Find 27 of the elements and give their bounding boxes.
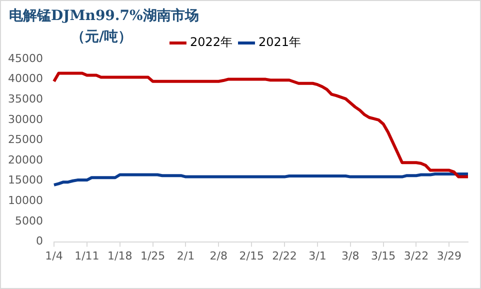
y-tick-label: 20000 [8, 153, 43, 166]
y-tick-label: 10000 [8, 194, 43, 208]
legend-label: 2021年 [258, 35, 302, 50]
y-tick-label: 15000 [8, 174, 43, 187]
x-tick-label: 2/15 [239, 249, 264, 262]
x-tick-label: 3/15 [370, 249, 396, 262]
x-tick-label: 1/18 [108, 249, 132, 262]
x-tick-label: 2/22 [272, 249, 297, 262]
y-tick-label: 30000 [8, 112, 43, 126]
x-tick-label: 3/1 [308, 249, 326, 262]
x-tick-label: 1/25 [140, 249, 166, 262]
x-tick-label: 2/1 [176, 249, 195, 262]
x-tick-label: 3/29 [436, 249, 462, 262]
x-tick-label: 3/8 [342, 249, 360, 262]
x-tick-label: 3/22 [404, 249, 429, 262]
y-tick-label: 0 [36, 234, 43, 248]
chart-title: 电解锰DJMn99.7%湖南市场 [9, 7, 199, 25]
legend-label: 2022年 [190, 35, 233, 50]
y-tick-label: 35000 [8, 92, 43, 106]
x-tick-label: 1/11 [74, 249, 100, 262]
y-tick-label: 45000 [8, 52, 43, 65]
chart-subtitle: （元/吨） [71, 28, 132, 46]
y-tick-label: 5000 [14, 214, 43, 228]
y-tick-label: 25000 [8, 133, 43, 146]
x-tick-label: 2/8 [210, 249, 228, 262]
y-tick-label: 40000 [8, 72, 43, 86]
x-tick-label: 1/4 [45, 249, 63, 262]
